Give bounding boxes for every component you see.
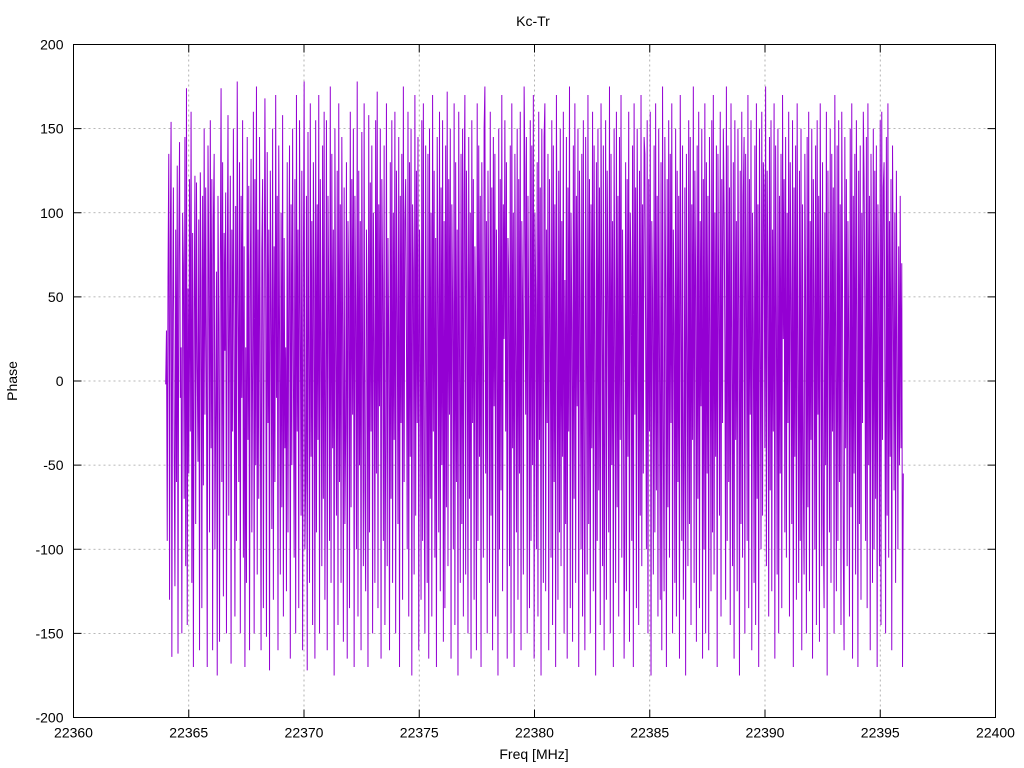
x-tick-label: 22385 — [630, 725, 669, 741]
x-tick-label: 22360 — [54, 725, 93, 741]
ticks — [73, 44, 996, 718]
y-tick-label: 100 — [40, 205, 64, 221]
x-axis-label: Freq [MHz] — [499, 746, 568, 762]
y-tick-label: -200 — [35, 710, 63, 726]
x-tick-label: 22395 — [861, 725, 900, 741]
y-tick-label: 0 — [56, 373, 64, 389]
x-tick-label: 22400 — [976, 725, 1015, 741]
y-tick-label: 200 — [40, 37, 64, 53]
y-tick-label: -50 — [43, 457, 63, 473]
y-tick-label: -150 — [35, 625, 63, 641]
series-layer — [165, 81, 904, 676]
x-tick-label: 22380 — [515, 725, 554, 741]
y-tick-label: 50 — [48, 289, 64, 305]
chart-title: Kc-Tr — [516, 13, 550, 29]
y-axis-label: Phase — [4, 361, 20, 401]
x-tick-label: 22375 — [400, 725, 439, 741]
y-tick-label: 150 — [40, 121, 64, 137]
x-tick-labels: 22360 22365 22370 22375 22380 22385 22390 22395… — [54, 725, 1015, 741]
x-tick-label: 22370 — [285, 725, 324, 741]
y-tick-labels: -200 -150 -100 -50 0 50 100 150 200 — [35, 37, 63, 726]
x-tick-label: 22390 — [746, 725, 785, 741]
y-tick-label: -100 — [35, 541, 63, 557]
x-tick-label: 22365 — [169, 725, 208, 741]
series-line — [165, 81, 904, 676]
